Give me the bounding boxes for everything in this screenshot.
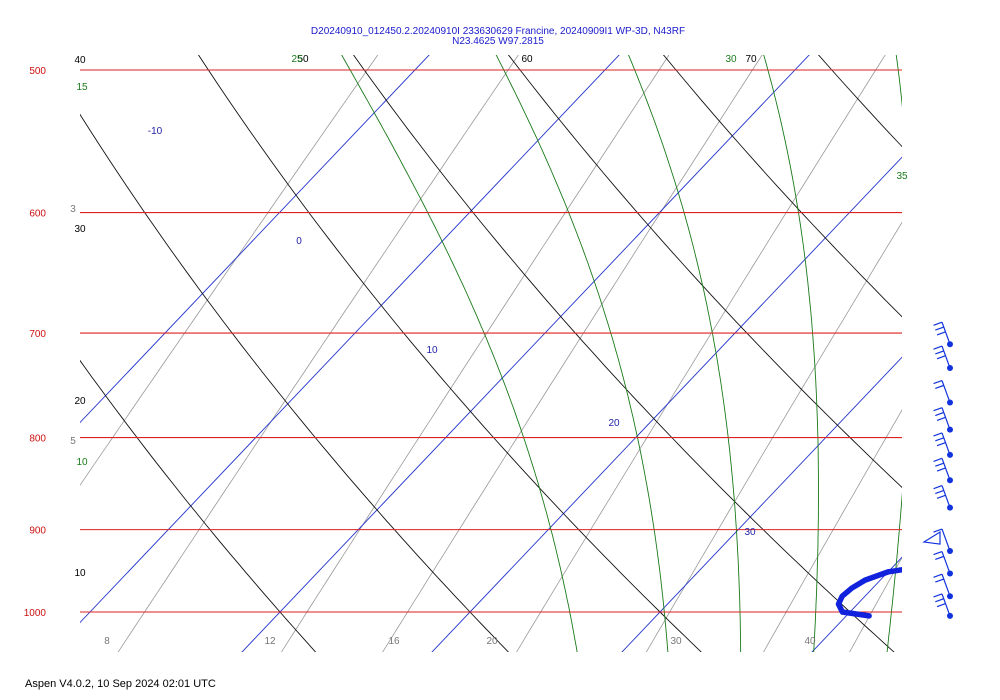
wind-barb xyxy=(933,345,953,372)
wind-barb-dot xyxy=(947,477,953,484)
mixing-ratio-line xyxy=(117,55,519,652)
moist-adiabat-line xyxy=(628,55,742,652)
mixing-ratio-label: 20 xyxy=(486,636,498,647)
wind-barb xyxy=(933,432,953,458)
isotherm-label: -10 xyxy=(148,126,163,137)
diagram-labels: 500 600 700 800 900 1000 -10 0 10 20 30 40 30 20 10 70 5… xyxy=(24,54,908,647)
mixing-ratio-label: 8 xyxy=(104,636,110,647)
wind-barb xyxy=(933,593,953,619)
dry-adiabat-line xyxy=(197,55,702,652)
dry-adiabat-line xyxy=(353,55,895,652)
pressure-label-600: 600 xyxy=(29,209,46,220)
dry-adiabat-label: 20 xyxy=(74,396,86,407)
dry-adiabat-line xyxy=(80,113,509,652)
wind-barb-dot xyxy=(947,426,953,433)
mixing-ratio-label: 5 xyxy=(70,436,76,447)
wind-barb-dot xyxy=(947,570,953,577)
isotherm-line xyxy=(80,55,620,624)
pressure-label-800: 800 xyxy=(29,434,46,445)
chart-title-line-1: D20240910_012450.2.20240910I 233630629 F… xyxy=(311,26,685,37)
wind-barb xyxy=(933,321,953,348)
wind-barb xyxy=(933,573,953,600)
dry-adiabat-label: 30 xyxy=(74,224,86,235)
wind-barb-dot xyxy=(947,365,953,372)
isotherm-label: 0 xyxy=(296,236,302,247)
wind-barb-dot xyxy=(947,612,953,619)
mixing-ratio-label: 40 xyxy=(804,636,816,647)
plot-area xyxy=(80,38,1000,658)
wind-barbs xyxy=(922,321,953,619)
dry-adiabat-label: 50 xyxy=(297,54,309,65)
mixing-ratio-line xyxy=(645,221,902,652)
dry-adiabat-line xyxy=(958,38,1000,658)
mixing-ratio-line xyxy=(849,556,902,652)
isotherm-label: 10 xyxy=(426,345,438,356)
moist-adiabat-line xyxy=(886,55,902,652)
isotherm-line xyxy=(811,556,902,652)
pressure-label-900: 900 xyxy=(29,526,46,537)
wind-barb-dot xyxy=(947,548,953,555)
isotherm-line xyxy=(80,55,430,424)
wind-barb xyxy=(933,457,953,484)
mixing-ratio-line xyxy=(972,38,1000,658)
mixing-ratio-line xyxy=(763,409,902,652)
footer-text: Aspen V4.0.2, 10 Sep 2024 02:01 UTC xyxy=(25,678,216,690)
moist-adiabat-label: 35 xyxy=(896,171,908,182)
wind-barb xyxy=(933,485,953,511)
pressure-label-500: 500 xyxy=(29,66,46,77)
pressure-label-700: 700 xyxy=(29,329,46,340)
moist-adiabat-label: 15 xyxy=(76,82,88,93)
pressure-label-1000: 1000 xyxy=(24,608,47,619)
wind-barb xyxy=(922,528,953,555)
mixing-ratio-line xyxy=(80,55,379,486)
dry-adiabat-label: 40 xyxy=(74,55,86,66)
mixing-ratio-line xyxy=(382,55,763,652)
dry-adiabat-label: 60 xyxy=(521,54,533,65)
moist-adiabat-line xyxy=(495,55,669,652)
dry-adiabat-label: 70 xyxy=(745,54,757,65)
moist-adiabat-label: 30 xyxy=(725,54,737,65)
wind-barb-dot xyxy=(947,504,953,511)
moist-adiabat-label: 10 xyxy=(76,457,88,468)
isotherm-line xyxy=(621,356,902,652)
mixing-ratio-line xyxy=(915,38,1000,658)
mixing-ratio-line xyxy=(516,55,886,652)
isotherm-line xyxy=(431,156,902,652)
wind-barb-dot xyxy=(947,341,953,348)
mixing-ratio-label: 30 xyxy=(670,636,682,647)
moist-adiabat-line xyxy=(763,55,819,652)
dewpoint-trace xyxy=(835,566,902,619)
mixing-ratio-label: 12 xyxy=(264,636,276,647)
wind-barb xyxy=(933,379,953,406)
dry-adiabat-line xyxy=(662,55,902,318)
dry-adiabat-line xyxy=(80,359,317,652)
isotherm-label: 30 xyxy=(744,527,756,538)
dry-adiabat-line xyxy=(507,55,902,488)
isotherm-line xyxy=(241,55,810,652)
dry-adiabat-label: 10 xyxy=(74,568,86,579)
chart-title-line-2: N23.4625 W97.2815 xyxy=(452,36,544,47)
wind-barb xyxy=(933,407,953,433)
moist-adiabat-line xyxy=(341,55,578,652)
wind-barb-dot xyxy=(947,451,953,458)
moist-adiabat-label: 25 xyxy=(291,54,303,65)
wind-barb-dot xyxy=(947,593,953,600)
mixing-ratio-label: 3 xyxy=(70,204,76,215)
mixing-ratio-label: 16 xyxy=(388,636,400,647)
isotherm-label: 20 xyxy=(608,418,620,429)
moist-adiabat-line xyxy=(960,38,1000,658)
mixing-ratio-line xyxy=(280,55,670,652)
dry-adiabat-line xyxy=(818,55,902,148)
temperature-trace xyxy=(918,346,1000,616)
wind-barb-dot xyxy=(947,399,953,406)
wind-barb xyxy=(933,550,953,577)
